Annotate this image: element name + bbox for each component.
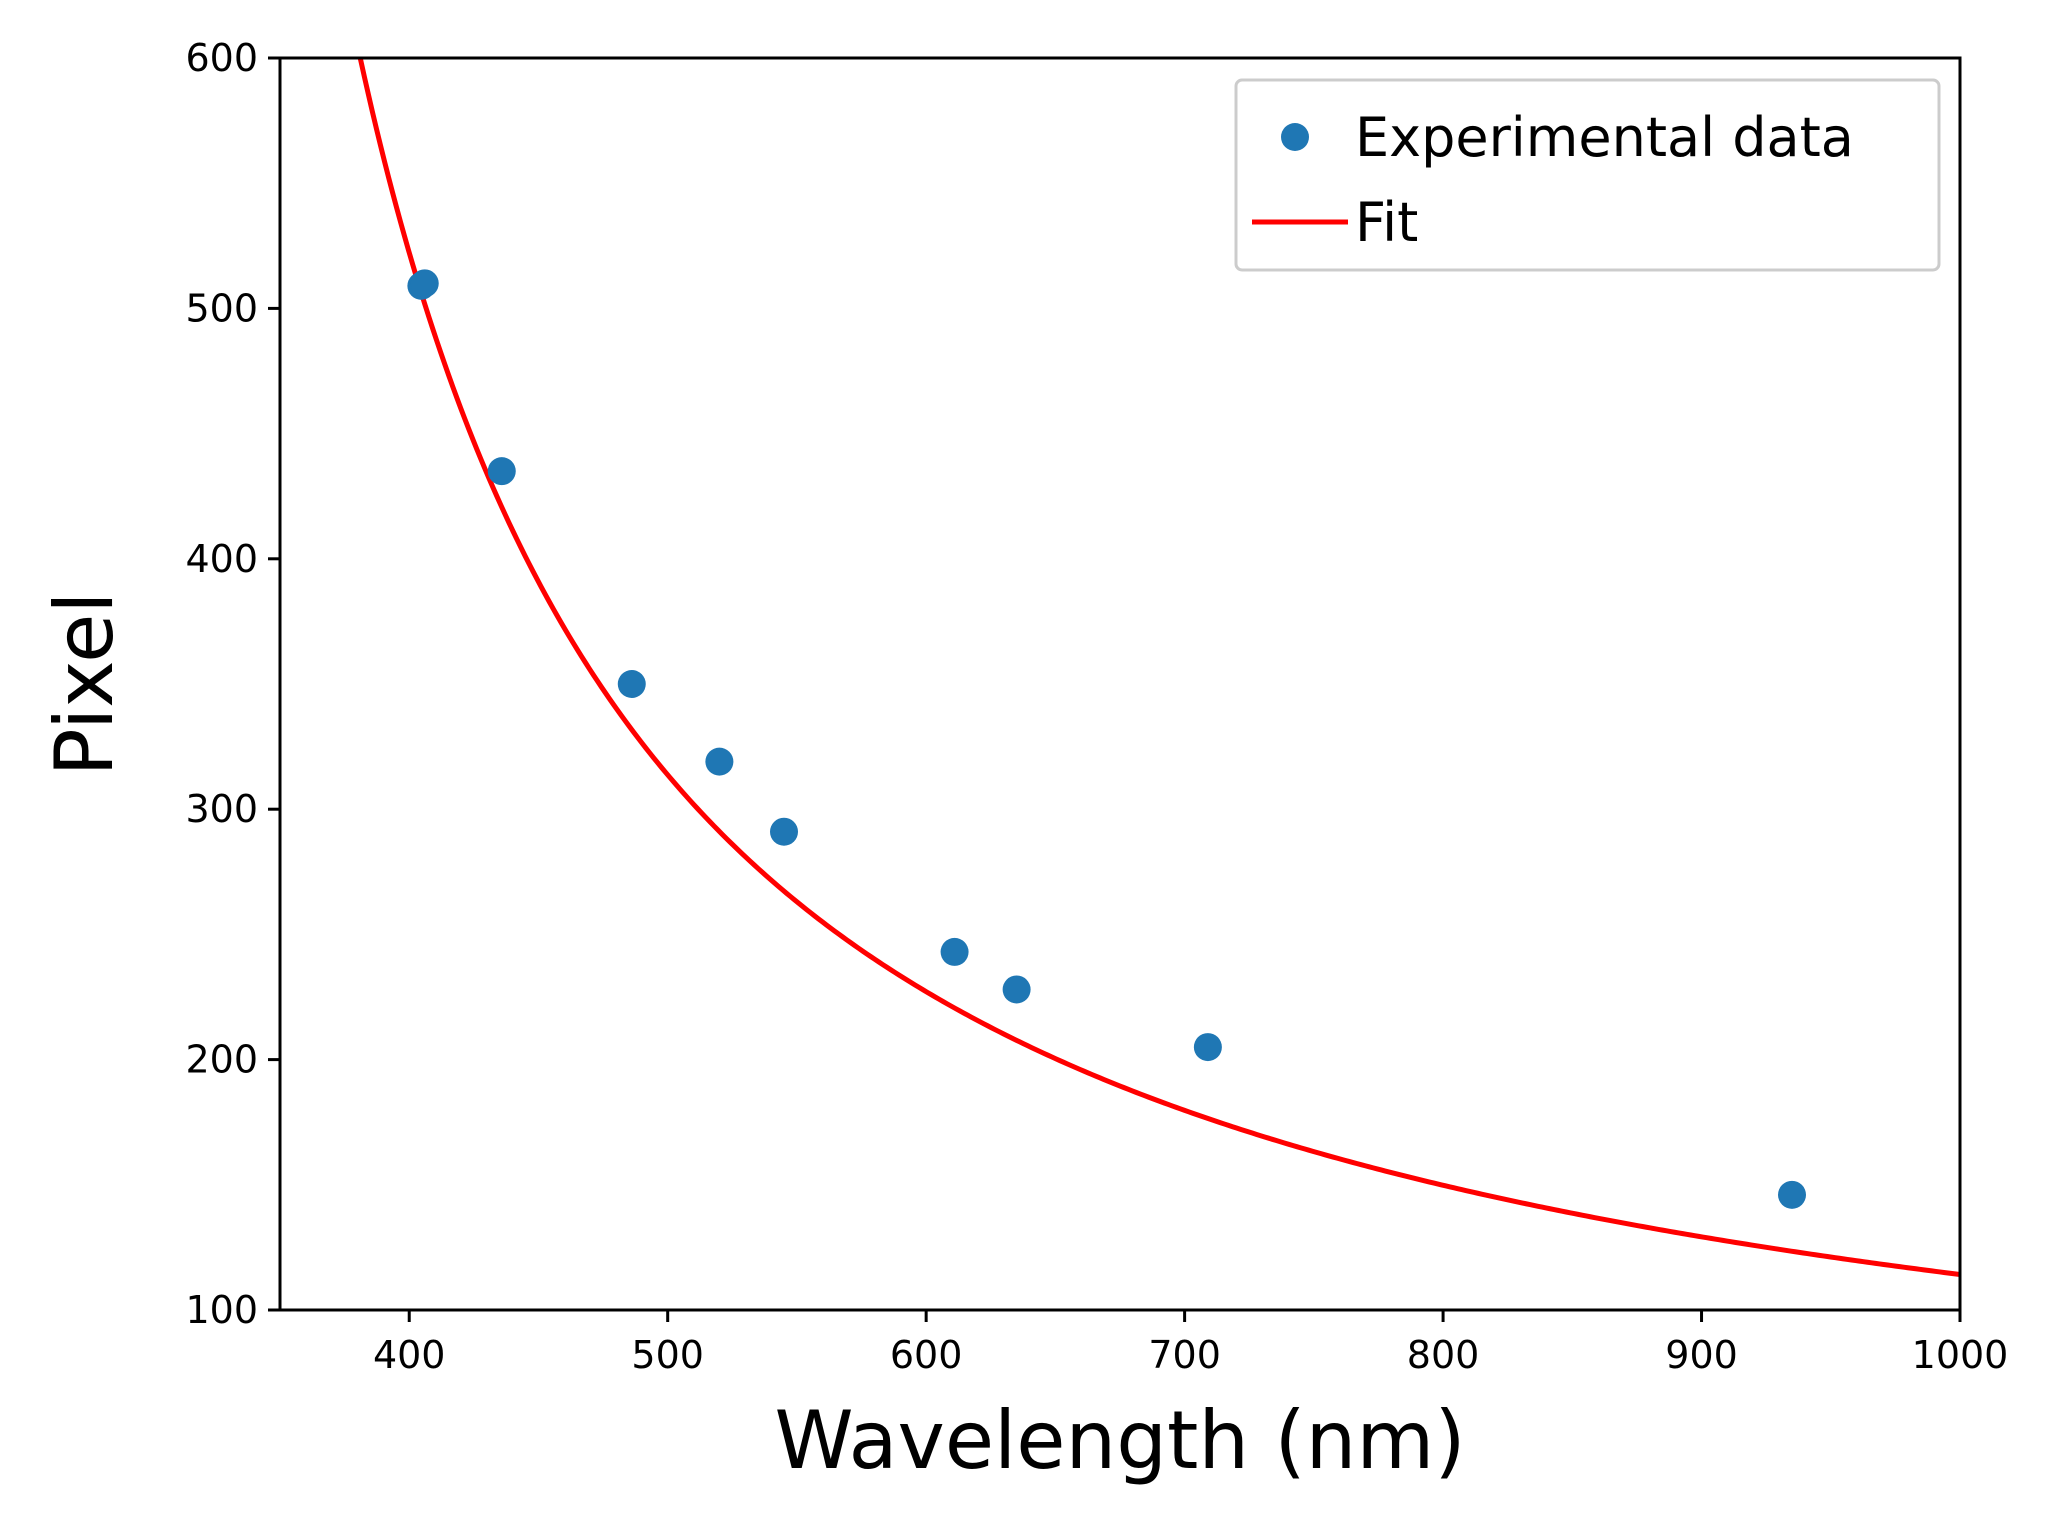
y-tick-label: 600 [185, 36, 258, 80]
y-tick-label: 200 [185, 1038, 258, 1082]
data-point [617, 670, 646, 698]
data-point [410, 269, 439, 298]
x-tick-label: 900 [1665, 1333, 1738, 1377]
legend-marker-scatter [1281, 123, 1309, 151]
y-tick-label: 400 [185, 537, 258, 581]
axes: 400 500 600 700 800 900 1000 100 200 300 400 500 600 [185, 36, 2008, 1377]
x-tick-label: 600 [890, 1333, 963, 1377]
x-tick-label: 400 [373, 1333, 446, 1377]
x-tick-label: 800 [1407, 1333, 1480, 1377]
axes-frame [278, 56, 1962, 1312]
data-point [1002, 975, 1031, 1004]
x-axis-label: Wavelength (nm) [774, 1394, 1465, 1487]
y-axis-label: Pixel [38, 591, 131, 776]
fit-line [357, 58, 1960, 1277]
y-tick-label: 500 [185, 286, 258, 330]
y-tick-label: 300 [185, 787, 258, 831]
legend-label-fit: Fit [1355, 191, 1418, 254]
legend: Experimental data Fit [1234, 78, 1941, 272]
data-point [770, 817, 798, 846]
data-point [940, 937, 969, 966]
legend-box [1234, 78, 1941, 272]
x-tick-label: 500 [631, 1333, 704, 1377]
data-point [1778, 1180, 1806, 1209]
legend-label-experimental: Experimental data [1355, 106, 1854, 169]
x-tick-label: 700 [1148, 1333, 1221, 1377]
data-point [1193, 1033, 1222, 1062]
data-point [487, 457, 516, 486]
x-tick-label: 1000 [1912, 1333, 2009, 1377]
data-point [705, 747, 734, 776]
plot-area [357, 58, 1960, 1277]
y-tick-label: 100 [185, 1288, 258, 1332]
